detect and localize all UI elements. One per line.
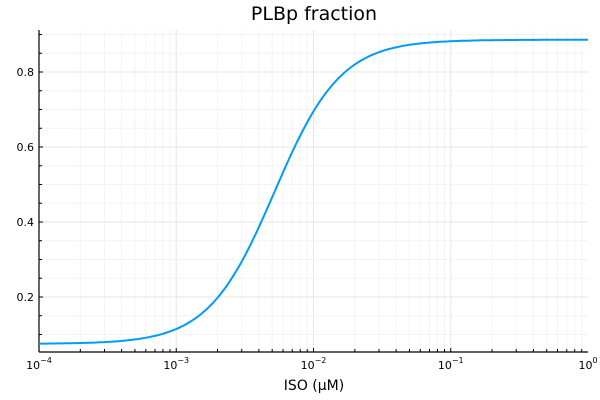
x-tick-label: 10−2 xyxy=(301,356,327,372)
series-line xyxy=(39,38,588,345)
y-tick-label: 0.4 xyxy=(17,216,35,229)
x-tick-label: 100 xyxy=(578,356,597,372)
x-tick-label: 10−3 xyxy=(163,356,189,372)
grid xyxy=(38,30,588,352)
y-tick-label: 0.8 xyxy=(17,66,35,79)
x-tick-label: 10−1 xyxy=(438,356,464,372)
x-axis-label: ISO (μM) xyxy=(284,378,344,394)
x-tick-label: 10−4 xyxy=(26,356,52,372)
chart-title: PLBp fraction xyxy=(251,3,377,25)
y-tick-label: 0.2 xyxy=(17,291,35,304)
y-tick-label: 0.6 xyxy=(17,141,35,154)
